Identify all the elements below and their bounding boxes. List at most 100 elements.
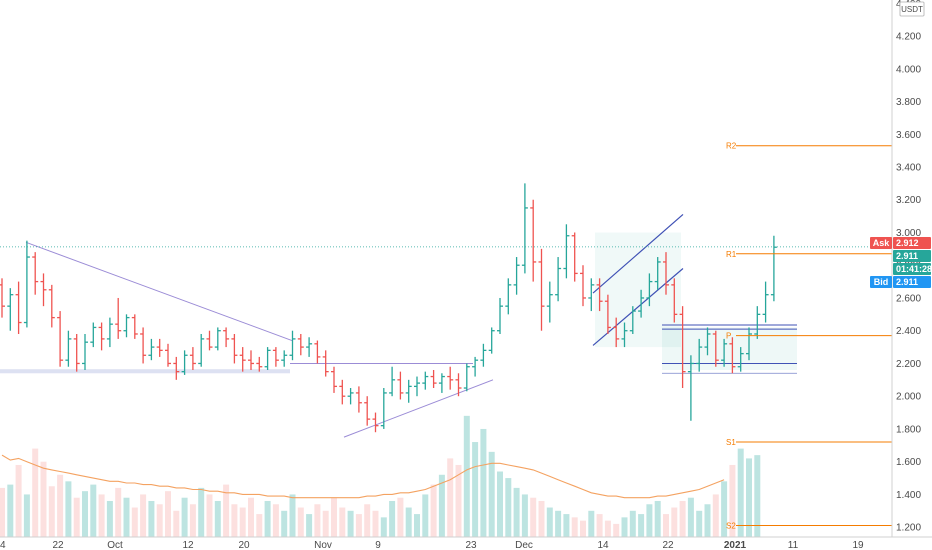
ohlc-bar bbox=[663, 252, 669, 295]
volume-bar bbox=[472, 442, 479, 537]
volume-bar bbox=[223, 484, 230, 537]
pivot-label: R1 bbox=[726, 250, 737, 259]
volume-bar bbox=[422, 494, 429, 537]
volume-bar bbox=[604, 520, 611, 537]
ohlc-bar bbox=[198, 333, 205, 367]
volume-bar bbox=[123, 497, 130, 537]
price-tag-label: Bid bbox=[874, 277, 889, 287]
ohlc-bar bbox=[430, 370, 437, 389]
volume-bar bbox=[746, 458, 752, 537]
x-tick-label: Oct bbox=[107, 540, 123, 550]
pivot-label: P bbox=[726, 332, 731, 341]
ohlc-bar bbox=[497, 297, 503, 334]
volume-bar bbox=[414, 514, 420, 537]
ohlc-bar bbox=[181, 350, 188, 375]
volume-bar bbox=[754, 455, 761, 537]
volume-bar bbox=[621, 517, 628, 537]
ohlc-bar bbox=[555, 257, 562, 302]
ascending-trendline bbox=[343, 379, 494, 438]
x-tick-label: Dec bbox=[515, 540, 533, 550]
volume-bar bbox=[106, 500, 113, 537]
volume-bar bbox=[497, 471, 503, 537]
ohlc-bar bbox=[679, 306, 686, 389]
ohlc-bar bbox=[638, 289, 645, 318]
volume-bar bbox=[463, 415, 470, 537]
currency-label: USDT bbox=[899, 1, 925, 17]
price-tag-value: 2.912 bbox=[896, 238, 919, 248]
volume-bar bbox=[405, 507, 412, 537]
ohlc-bar bbox=[23, 240, 30, 328]
ohlc-bar bbox=[306, 337, 313, 357]
range-box bbox=[662, 327, 797, 371]
volume-bar bbox=[339, 507, 346, 537]
ohlc-bar bbox=[297, 333, 304, 356]
ohlc-bar bbox=[189, 347, 196, 371]
volume-bar bbox=[131, 507, 138, 537]
ohlc-bar bbox=[48, 284, 55, 328]
x-tick-label: 9 bbox=[375, 540, 381, 550]
volume-bar bbox=[272, 504, 279, 537]
volume-bar bbox=[264, 500, 271, 537]
ohlc-bar bbox=[281, 350, 288, 367]
y-tick-label: 1.200 bbox=[896, 523, 921, 534]
x-tick-label: 2021 bbox=[724, 540, 747, 550]
volume-bar bbox=[488, 451, 495, 537]
ohlc-bar bbox=[272, 347, 279, 367]
volume-bar bbox=[7, 484, 14, 537]
volume-bar bbox=[671, 507, 678, 537]
ohlc-bar bbox=[123, 314, 130, 338]
ohlc-bar bbox=[621, 322, 628, 348]
ohlc-bar bbox=[696, 338, 703, 372]
ohlc-bar bbox=[671, 278, 678, 323]
volume-bar bbox=[430, 484, 437, 537]
price-tag-value: 2.911 bbox=[896, 277, 918, 287]
volume-bar bbox=[48, 486, 55, 537]
y-tick-label: 1.400 bbox=[896, 490, 921, 501]
price-tag-label-box bbox=[870, 276, 892, 288]
ohlc-bar bbox=[40, 273, 47, 307]
ohlc-bar bbox=[521, 183, 528, 274]
currency-text: USDT bbox=[901, 5, 923, 14]
volume-bar bbox=[115, 487, 122, 537]
ohlc-bar bbox=[364, 396, 371, 426]
ohlc-bar bbox=[140, 327, 147, 364]
volume-bar bbox=[248, 497, 254, 537]
volume-bar bbox=[521, 494, 528, 537]
ohlc-bar bbox=[505, 278, 512, 315]
ohlc-bar bbox=[372, 412, 379, 433]
ohlc-bar bbox=[239, 347, 246, 372]
ohlc-bar bbox=[389, 366, 396, 397]
y-tick-label: 3.800 bbox=[896, 97, 921, 108]
pivot-label: S2 bbox=[726, 522, 736, 531]
volume-bar bbox=[372, 510, 379, 537]
ohlc-bar bbox=[746, 327, 752, 361]
volume-bar bbox=[638, 514, 645, 537]
ohlc-bar bbox=[214, 327, 221, 351]
volume-bar bbox=[40, 461, 47, 537]
ohlc-bar bbox=[438, 373, 445, 393]
volume-bar bbox=[355, 514, 362, 537]
volume-bar bbox=[90, 484, 97, 537]
ohlc-bar bbox=[770, 235, 777, 302]
volume-bar bbox=[687, 497, 694, 537]
y-tick-label: 2.600 bbox=[896, 293, 921, 304]
ohlc-bar bbox=[264, 347, 271, 371]
x-tick-label: 22 bbox=[662, 540, 674, 550]
volume-bar bbox=[198, 487, 205, 537]
volume-bar bbox=[580, 520, 586, 537]
ohlc-bar bbox=[588, 278, 595, 312]
volume-bar bbox=[189, 504, 196, 537]
volume-bar bbox=[389, 500, 396, 537]
y-tick-label: 4.200 bbox=[896, 32, 921, 43]
price-tag-value: 2.911 bbox=[896, 251, 918, 261]
price-tag-value-box bbox=[893, 250, 931, 262]
ohlc-bar bbox=[613, 317, 620, 348]
price-tag-value-box bbox=[893, 237, 931, 249]
time-axis[interactable]: 4 22 Oct 12 20 Nov 9 23 Dec 14 22 2021 11 19 bbox=[0, 536, 932, 550]
ohlc-bar bbox=[0, 278, 5, 318]
ohlc-bar bbox=[73, 333, 80, 372]
ohlc-bar bbox=[762, 281, 769, 323]
volume-bar bbox=[721, 481, 728, 537]
ohlc-bar bbox=[580, 265, 586, 307]
